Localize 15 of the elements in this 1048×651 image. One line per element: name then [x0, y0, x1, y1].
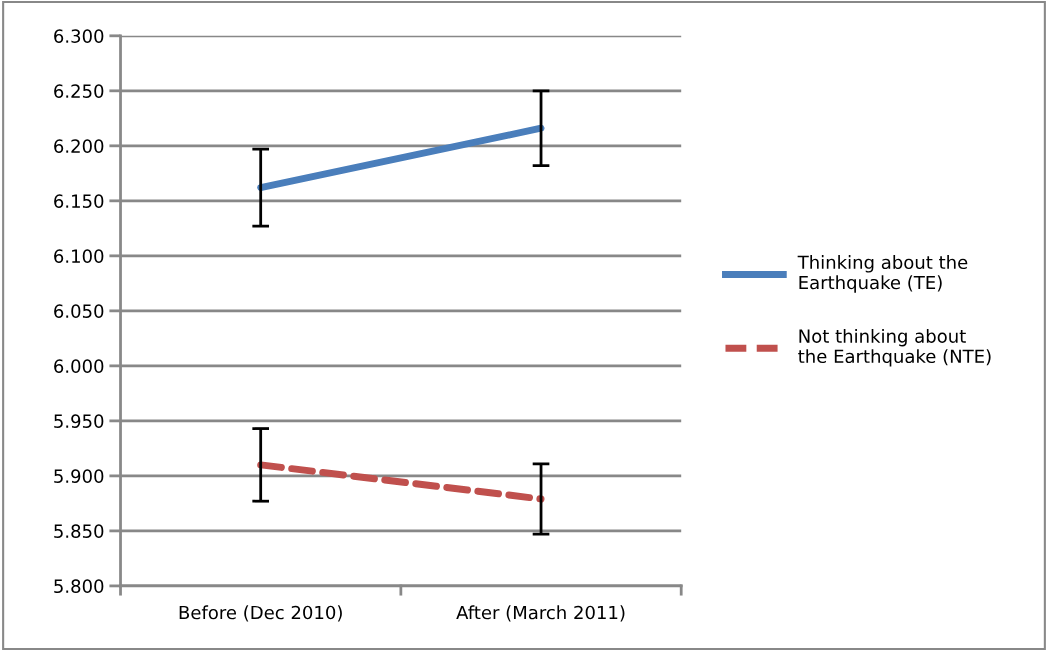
y-tick-label: 5.850 [54, 524, 104, 539]
y-tick-label: 5.950 [54, 414, 104, 428]
legend-label: Not thinking about the Earthquake (NTE) [798, 328, 991, 367]
y-tick-label: 6.250 [54, 84, 104, 98]
y-tick-label: 6.150 [54, 194, 104, 208]
y-tick-label: 5.900 [54, 469, 104, 483]
y-tick-label: 6.200 [54, 139, 104, 153]
y-tick-label: 6.000 [54, 359, 104, 373]
y-tick-label: 5.800 [54, 579, 104, 594]
y-tick-label: 6.050 [54, 304, 104, 318]
legend-label: Thinking about the Earthquake (TE) [797, 255, 968, 293]
x-tick-label: Before (Dec 2010) [179, 605, 342, 622]
y-tick-label: 6.100 [54, 249, 104, 263]
y-tick-label: 6.300 [54, 29, 104, 43]
x-tick-label: After (March 2011) [456, 605, 625, 622]
